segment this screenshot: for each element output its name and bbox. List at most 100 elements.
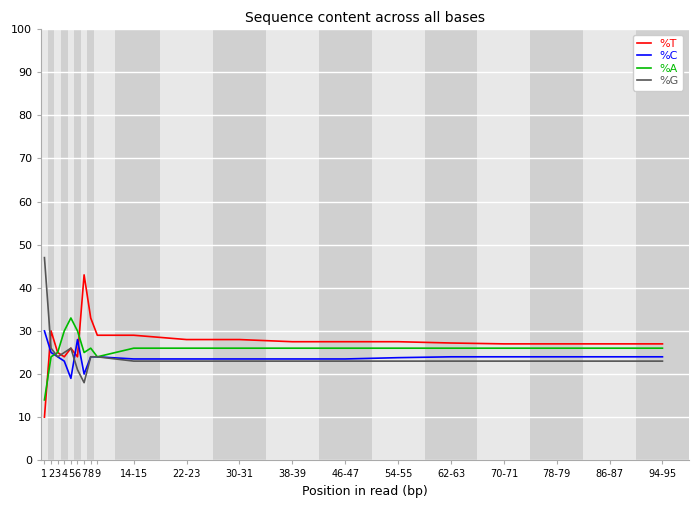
%T	[93, 332, 102, 338]
%C	[87, 354, 95, 360]
%C	[394, 355, 402, 361]
Line: %T: %T	[44, 275, 662, 417]
%C	[80, 371, 88, 377]
Bar	[55, 29, 61, 460]
%T	[80, 272, 88, 278]
%A	[66, 315, 75, 321]
%T	[658, 341, 666, 347]
Line: %G: %G	[44, 258, 662, 383]
%G	[47, 345, 55, 351]
%G	[66, 345, 75, 351]
%A	[93, 354, 102, 360]
%G	[288, 358, 297, 364]
%C	[74, 336, 82, 343]
%C	[658, 354, 666, 360]
Bar	[41, 29, 48, 460]
%G	[87, 354, 95, 360]
%G	[93, 354, 102, 360]
%C	[235, 356, 244, 362]
%T	[341, 338, 349, 345]
Bar	[74, 29, 81, 460]
%A	[60, 328, 69, 334]
%G	[183, 358, 191, 364]
%G	[235, 358, 244, 364]
Legend: %T, %C, %A, %G: %T, %C, %A, %G	[633, 35, 683, 91]
Bar	[61, 29, 68, 460]
%C	[552, 354, 561, 360]
%G	[394, 358, 402, 364]
Title: Sequence content across all bases: Sequence content across all bases	[245, 11, 485, 25]
Bar	[213, 29, 266, 460]
Bar	[94, 29, 116, 460]
%A	[447, 345, 455, 351]
%T	[66, 345, 75, 351]
Line: %A: %A	[44, 318, 662, 400]
%T	[288, 338, 297, 345]
%A	[341, 345, 349, 351]
%T	[606, 341, 614, 347]
%T	[87, 315, 95, 321]
%A	[606, 345, 614, 351]
%T	[74, 354, 82, 360]
%C	[60, 358, 69, 364]
%C	[130, 356, 138, 362]
Bar	[68, 29, 74, 460]
Bar	[266, 29, 318, 460]
%G	[447, 358, 455, 364]
%T	[394, 338, 402, 345]
%A	[74, 328, 82, 334]
%G	[74, 366, 82, 373]
%A	[183, 345, 191, 351]
Bar	[531, 29, 583, 460]
%A	[394, 345, 402, 351]
%C	[183, 356, 191, 362]
%C	[53, 354, 62, 360]
%A	[235, 345, 244, 351]
%G	[606, 358, 614, 364]
Bar	[583, 29, 636, 460]
%C	[40, 328, 48, 334]
%T	[235, 336, 244, 343]
%T	[500, 341, 508, 347]
%C	[500, 354, 508, 360]
Bar	[477, 29, 531, 460]
%A	[130, 345, 138, 351]
%T	[183, 336, 191, 343]
%C	[288, 356, 297, 362]
%A	[658, 345, 666, 351]
%T	[447, 340, 455, 346]
%A	[80, 350, 88, 356]
%G	[80, 380, 88, 386]
%A	[288, 345, 297, 351]
%G	[552, 358, 561, 364]
%G	[40, 254, 48, 261]
%G	[60, 350, 69, 356]
%G	[341, 358, 349, 364]
Bar	[116, 29, 160, 460]
%A	[87, 345, 95, 351]
%G	[658, 358, 666, 364]
%A	[40, 397, 48, 403]
%T	[60, 354, 69, 360]
%C	[93, 354, 102, 360]
Bar	[80, 29, 88, 460]
Bar	[48, 29, 55, 460]
%A	[500, 345, 508, 351]
Bar	[318, 29, 372, 460]
Line: %C: %C	[44, 331, 662, 378]
%A	[53, 350, 62, 356]
%C	[66, 375, 75, 381]
%A	[47, 354, 55, 360]
%T	[130, 332, 138, 338]
Bar	[160, 29, 213, 460]
Bar	[372, 29, 424, 460]
%G	[130, 358, 138, 364]
X-axis label: Position in read (bp): Position in read (bp)	[302, 485, 428, 498]
%C	[47, 350, 55, 356]
%A	[552, 345, 561, 351]
Bar	[636, 29, 689, 460]
%T	[552, 341, 561, 347]
%C	[341, 356, 349, 362]
%G	[53, 354, 62, 360]
Bar	[424, 29, 477, 460]
